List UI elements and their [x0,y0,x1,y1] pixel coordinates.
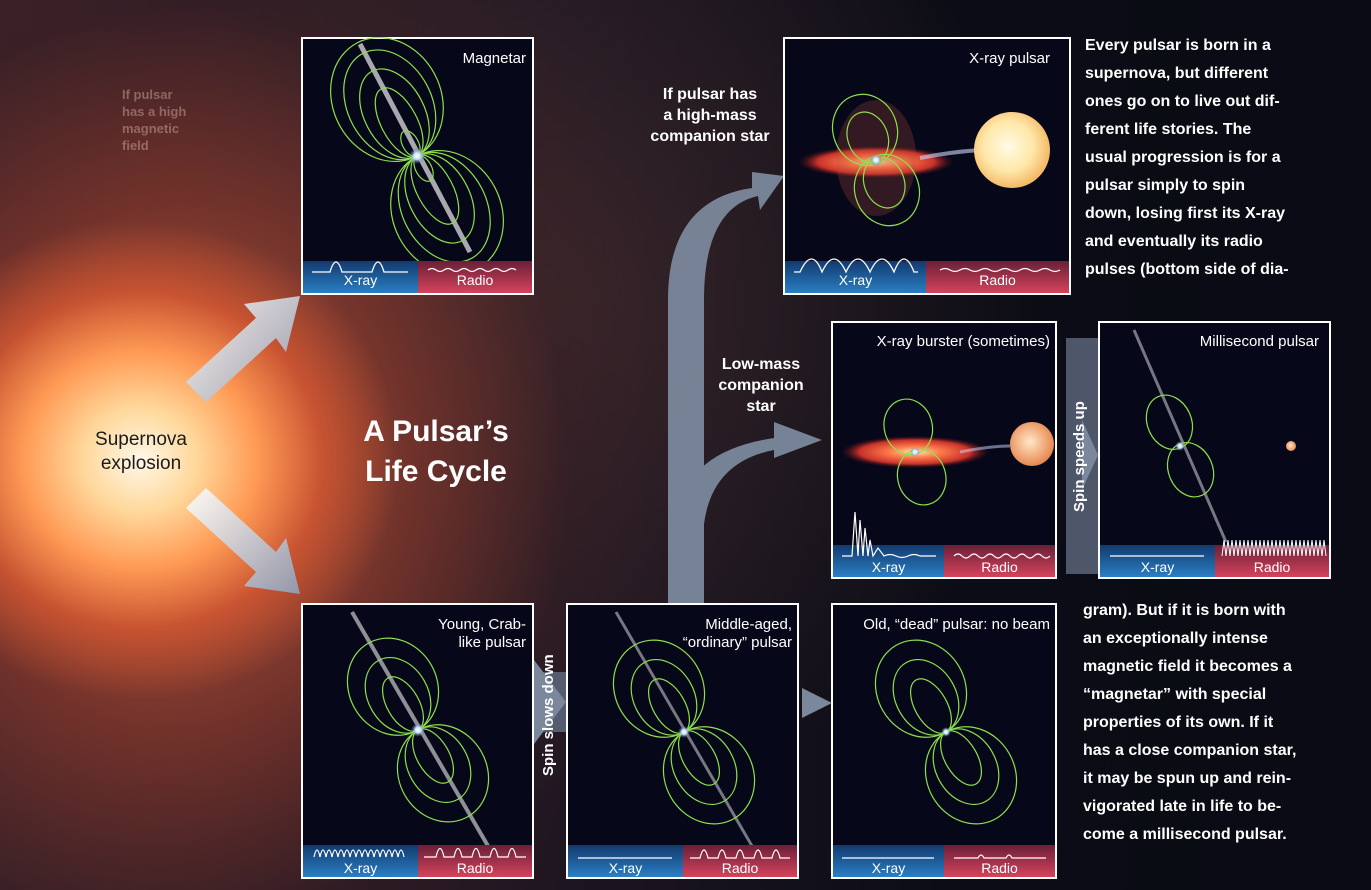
panel-xray-burster [831,321,1057,579]
panel-title-old-pulsar: Old, “dead” pulsar: no beam [863,616,1050,633]
panel-title-young-pulsar: Young, Crab- like pulsar [438,616,526,651]
young-radio-label: Radio [456,860,494,876]
panel-title-millisecond-pulsar: Millisecond pulsar [1199,333,1319,350]
supernova-label: Supernova explosion [95,429,187,474]
middle-radio-label: Radio [721,860,759,876]
panel-title-xray-pulsar: X-ray pulsar [969,50,1050,67]
arrow-to-magnetar [186,296,300,402]
panel-title-xray-burster: X-ray burster (sometimes) [876,333,1050,350]
diagram-title: A Pulsar’s Life Cycle [363,415,509,488]
old-xray-label: X-ray [871,860,906,876]
panel-old-pulsar [831,603,1057,879]
panel-millisecond-pulsar [1098,321,1331,579]
msp-radio-label: Radio [1253,559,1291,575]
panel-magnetar [301,36,534,295]
middle-xray-label: X-ray [608,860,643,876]
panel-young-pulsar [301,603,534,879]
arrow-spin-down-1 [534,660,566,744]
magnetar-radio-label: Radio [456,272,494,288]
high-mass-companion-label: If pulsar has a high-mass companion star [650,86,770,145]
arrow-spin-up [1066,338,1098,574]
side-text-top: Every pulsar is born in a supernova, but… [1085,37,1289,278]
magnetar-xray-label: X-ray [343,272,378,288]
side-text-bottom: gram). But if it is born with an excepti… [1083,602,1297,843]
young-xray-label: X-ray [343,860,378,876]
arrow-branch-companion [668,172,822,606]
burster-xray-label: X-ray [871,559,906,575]
arrow-to-old-pulsar [802,688,832,718]
xray-pulsar-xray-label: X-ray [838,272,873,288]
spin-speeds-up-label: Spin speeds up [1071,401,1088,512]
low-mass-companion-label: Low-mass companion star [718,356,804,415]
panel-xray-pulsar [783,37,1071,295]
arrow-to-young-pulsar [186,488,300,594]
spin-slows-down-label: Spin slows down [540,654,557,776]
panel-middle-aged-pulsar [566,603,799,879]
panel-title-magnetar: Magnetar [462,50,526,67]
msp-xray-label: X-ray [1140,559,1175,575]
old-radio-label: Radio [981,860,1018,876]
faded-magnetic-note: If pulsar has a high magnetic field [122,87,187,153]
xray-pulsar-radio-label: Radio [979,272,1016,288]
burster-radio-label: Radio [981,559,1018,575]
panel-title-middle-aged-pulsar: Middle-aged, “ordinary” pulsar [682,616,792,651]
